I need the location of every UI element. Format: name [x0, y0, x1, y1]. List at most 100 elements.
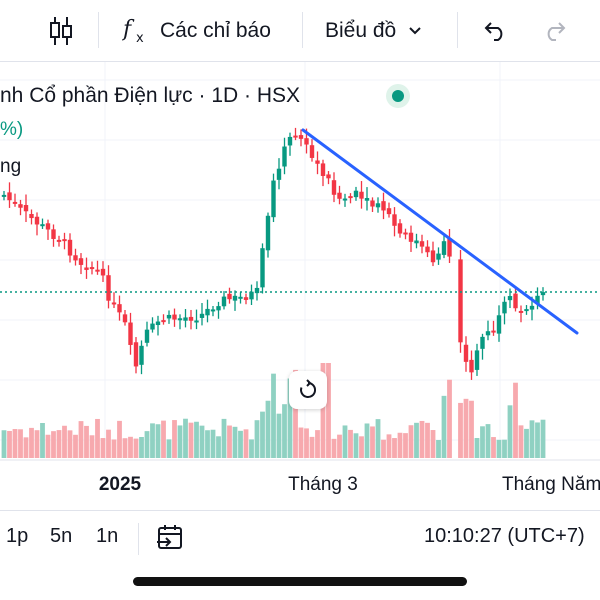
candle-body [381, 201, 386, 211]
volume-bar [337, 434, 342, 458]
candle-body [221, 296, 227, 307]
candle-body [309, 145, 315, 158]
candle-body [320, 163, 326, 176]
volume-bar [243, 429, 249, 458]
volume-bar [23, 437, 29, 458]
volume-bar [502, 439, 507, 458]
candle-body [474, 350, 480, 370]
candle-body [331, 180, 337, 195]
price-chart[interactable]: 2025 Tháng 3 Tháng Năm [0, 62, 600, 500]
candle-body [419, 241, 425, 247]
candle-body [166, 314, 172, 319]
volume-bar [161, 420, 166, 458]
volume-bar [172, 420, 177, 458]
undo-button[interactable] [482, 0, 508, 62]
candle-body [441, 241, 447, 255]
volume-bar [524, 428, 529, 458]
volume-bar [210, 429, 216, 458]
candle-body [403, 232, 408, 235]
candle-body [73, 255, 78, 261]
volume-bar [458, 402, 463, 458]
indicators-button[interactable]: f x Các chỉ báo [122, 0, 271, 62]
volume-bar [518, 425, 524, 458]
candle-body [370, 200, 375, 207]
volume-bar [78, 421, 84, 458]
svg-text:x: x [136, 31, 144, 46]
volume-bar [370, 426, 375, 458]
candle-body [84, 267, 89, 270]
volume-bar [276, 413, 282, 458]
volume-bar [392, 438, 397, 458]
volume-bar [293, 369, 298, 458]
range-1n-button[interactable]: 1n [96, 525, 119, 547]
volume-bar [353, 433, 359, 458]
candle-body [260, 248, 265, 288]
volume-bar [133, 438, 139, 458]
volume-bar [403, 433, 408, 458]
candle-body [155, 321, 161, 326]
candle-body [18, 204, 23, 208]
volume-bar [7, 430, 12, 458]
volume-bar [408, 425, 414, 458]
candle-body [524, 309, 529, 312]
candle-body [210, 309, 216, 312]
candle-body [67, 239, 73, 256]
candle-body [56, 239, 62, 242]
volume-bar [326, 363, 331, 458]
volume-bar [315, 430, 320, 458]
toolbar-divider [457, 12, 458, 48]
volume-bar [260, 411, 265, 458]
candle-body [386, 208, 392, 215]
volume-bar [238, 430, 243, 458]
x-tick-label: Tháng 3 [288, 474, 358, 495]
redo-button[interactable] [542, 0, 568, 62]
candle-body [469, 359, 474, 373]
market-status-icon[interactable] [386, 84, 410, 108]
candle-body [430, 250, 436, 263]
chart-type-dropdown[interactable]: Biểu đồ [325, 0, 422, 62]
volume-bar [249, 439, 254, 458]
volume-bar [331, 438, 337, 458]
candle-body [491, 330, 496, 333]
candle-body [172, 314, 177, 320]
symbol-title[interactable]: nh Cổ phần Điện lực · 1D · HSX [0, 84, 301, 107]
volume-bar [496, 439, 502, 458]
reset-chart-button[interactable] [289, 371, 327, 409]
volume-bar [419, 420, 425, 458]
volume-bar [480, 426, 485, 458]
volume-bar [155, 424, 161, 458]
volume-bar [386, 434, 392, 458]
candle-body [183, 317, 188, 321]
candle-body [414, 240, 419, 244]
candles-button[interactable] [48, 0, 74, 62]
candle-body [177, 318, 183, 321]
range-5n-button[interactable]: 5n [50, 525, 73, 547]
volume-bar [188, 422, 194, 458]
volume-bar [507, 405, 513, 458]
clock-timezone[interactable]: 10:10:27 (UTC+7) [424, 525, 585, 547]
candle-body [271, 180, 276, 218]
volume-bar [56, 430, 62, 458]
trendline[interactable] [301, 128, 579, 335]
volume-bar [12, 429, 18, 458]
volume-bar [150, 423, 155, 458]
candle-body [337, 192, 342, 199]
volume-bar [381, 439, 386, 458]
volume-bar [309, 436, 315, 458]
toolbar-divider [98, 12, 99, 48]
candle-body [161, 320, 166, 323]
range-1p-button[interactable]: 1p [6, 525, 29, 547]
volume-bar [287, 378, 293, 458]
candle-body [100, 268, 106, 276]
candle-body [282, 146, 287, 167]
volume-bar [139, 436, 144, 458]
candle-body [62, 239, 67, 242]
candle-body [128, 322, 133, 345]
candle-body [518, 310, 524, 313]
candle-body [315, 160, 320, 164]
svg-text:f: f [122, 17, 135, 42]
goto-date-button[interactable] [156, 523, 186, 559]
volume-bar [265, 400, 271, 458]
volume-bar [535, 422, 540, 458]
volume-bar [84, 425, 89, 458]
